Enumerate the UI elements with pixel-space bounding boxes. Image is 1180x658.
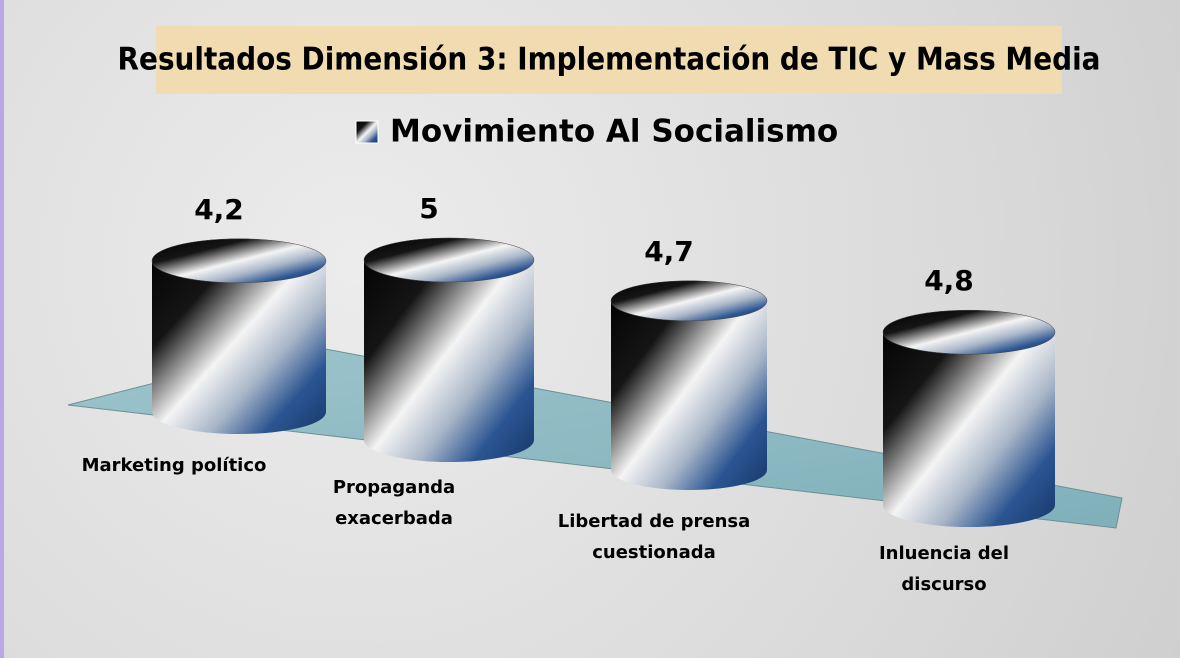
cylinder — [611, 280, 767, 490]
category-label: Libertad de prensa cuestionada — [557, 511, 751, 563]
chart: Resultados Dimensión 3: Implementación d… — [67, 26, 1123, 529]
cylinder-top — [363, 237, 535, 283]
cylinder — [152, 238, 326, 434]
cylinder — [883, 310, 1055, 527]
cylinder-top — [882, 309, 1056, 355]
category-label: Propaganda exacerbada — [332, 477, 456, 529]
chart-title: Resultados Dimensión 3: Implementación d… — [118, 42, 1101, 78]
value-label: 4,7 — [644, 235, 694, 268]
cylinder — [364, 238, 534, 462]
title-box — [156, 26, 1062, 94]
cylinder-top — [610, 280, 768, 322]
cylinder-top — [151, 238, 327, 284]
value-label: 5 — [419, 192, 438, 225]
legend-swatch — [355, 120, 379, 144]
legend-label: Movimiento Al Socialismo — [390, 114, 838, 150]
value-label: 4,2 — [194, 193, 244, 226]
value-label: 4,8 — [924, 264, 974, 297]
category-label: Inluencia del discurso — [878, 543, 1010, 595]
category-label: Marketing político — [81, 455, 267, 476]
